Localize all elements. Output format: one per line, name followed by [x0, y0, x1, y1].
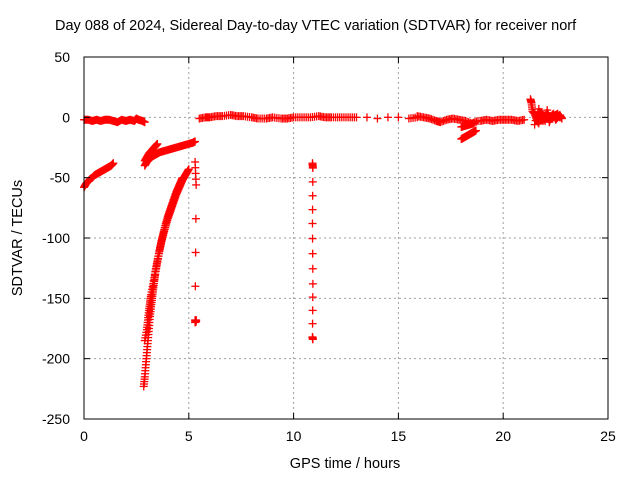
data-point — [308, 279, 317, 288]
data-point — [308, 234, 317, 243]
data-point — [308, 306, 317, 315]
data-point — [394, 113, 403, 122]
x-tick-label: 25 — [600, 428, 616, 444]
y-tick-label: 0 — [62, 109, 70, 125]
data-point — [471, 126, 480, 135]
data-point — [308, 264, 317, 273]
data-point — [373, 114, 382, 123]
data-point — [530, 120, 539, 129]
data-point — [308, 177, 317, 186]
y-tick-label: -150 — [42, 290, 70, 306]
data-point — [308, 191, 317, 200]
data-point — [553, 109, 562, 118]
data-point — [308, 219, 317, 228]
x-tick-label: 20 — [495, 428, 511, 444]
data-point — [153, 139, 162, 148]
data-point — [191, 248, 200, 257]
data-point — [520, 115, 529, 124]
data-point — [383, 113, 392, 122]
axes — [83, 56, 609, 420]
data-point — [192, 180, 201, 189]
data-point — [308, 205, 317, 214]
x-tick-label: 10 — [286, 428, 302, 444]
data-points — [80, 95, 566, 391]
data-point — [308, 293, 317, 302]
data-point — [308, 319, 317, 328]
tick-labels: 0 5 10 15 20 25 -250 -200 -150 -100 -50 0 50 — [42, 49, 616, 444]
data-point — [184, 165, 193, 174]
x-tick-label: 15 — [391, 428, 407, 444]
data-point — [192, 316, 201, 325]
y-tick-label: -100 — [42, 230, 70, 246]
data-point — [308, 164, 317, 173]
y-tick-label: -50 — [50, 170, 70, 186]
x-tick-label: 5 — [185, 428, 193, 444]
data-point — [191, 214, 200, 223]
x-tick-label: 0 — [80, 428, 88, 444]
data-point — [308, 335, 317, 344]
data-point — [352, 113, 361, 122]
y-tick-label: 50 — [54, 49, 70, 65]
chart-title: Day 088 of 2024, Sidereal Day-to-day VTE… — [55, 18, 577, 34]
data-point — [308, 249, 317, 258]
data-point — [362, 113, 371, 122]
y-tick-label: -250 — [42, 411, 70, 427]
data-point — [140, 118, 149, 127]
y-tick-label: -200 — [42, 351, 70, 367]
data-point — [469, 119, 478, 128]
data-point — [191, 282, 200, 291]
x-axis-label: GPS time / hours — [289, 456, 401, 472]
data-point — [109, 159, 118, 168]
data-point — [191, 137, 200, 146]
